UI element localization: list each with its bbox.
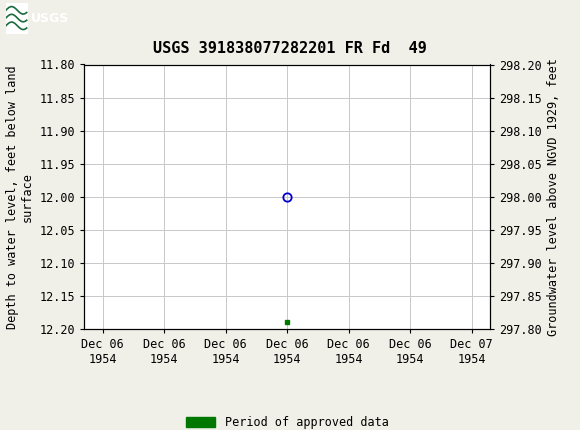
Y-axis label: Depth to water level, feet below land
surface: Depth to water level, feet below land su… <box>6 65 34 329</box>
Bar <box>6 3 27 34</box>
Text: USGS 391838077282201 FR Fd  49: USGS 391838077282201 FR Fd 49 <box>153 41 427 55</box>
Text: USGS: USGS <box>31 12 70 25</box>
Legend: Period of approved data: Period of approved data <box>181 412 393 430</box>
Y-axis label: Groundwater level above NGVD 1929, feet: Groundwater level above NGVD 1929, feet <box>548 58 560 336</box>
